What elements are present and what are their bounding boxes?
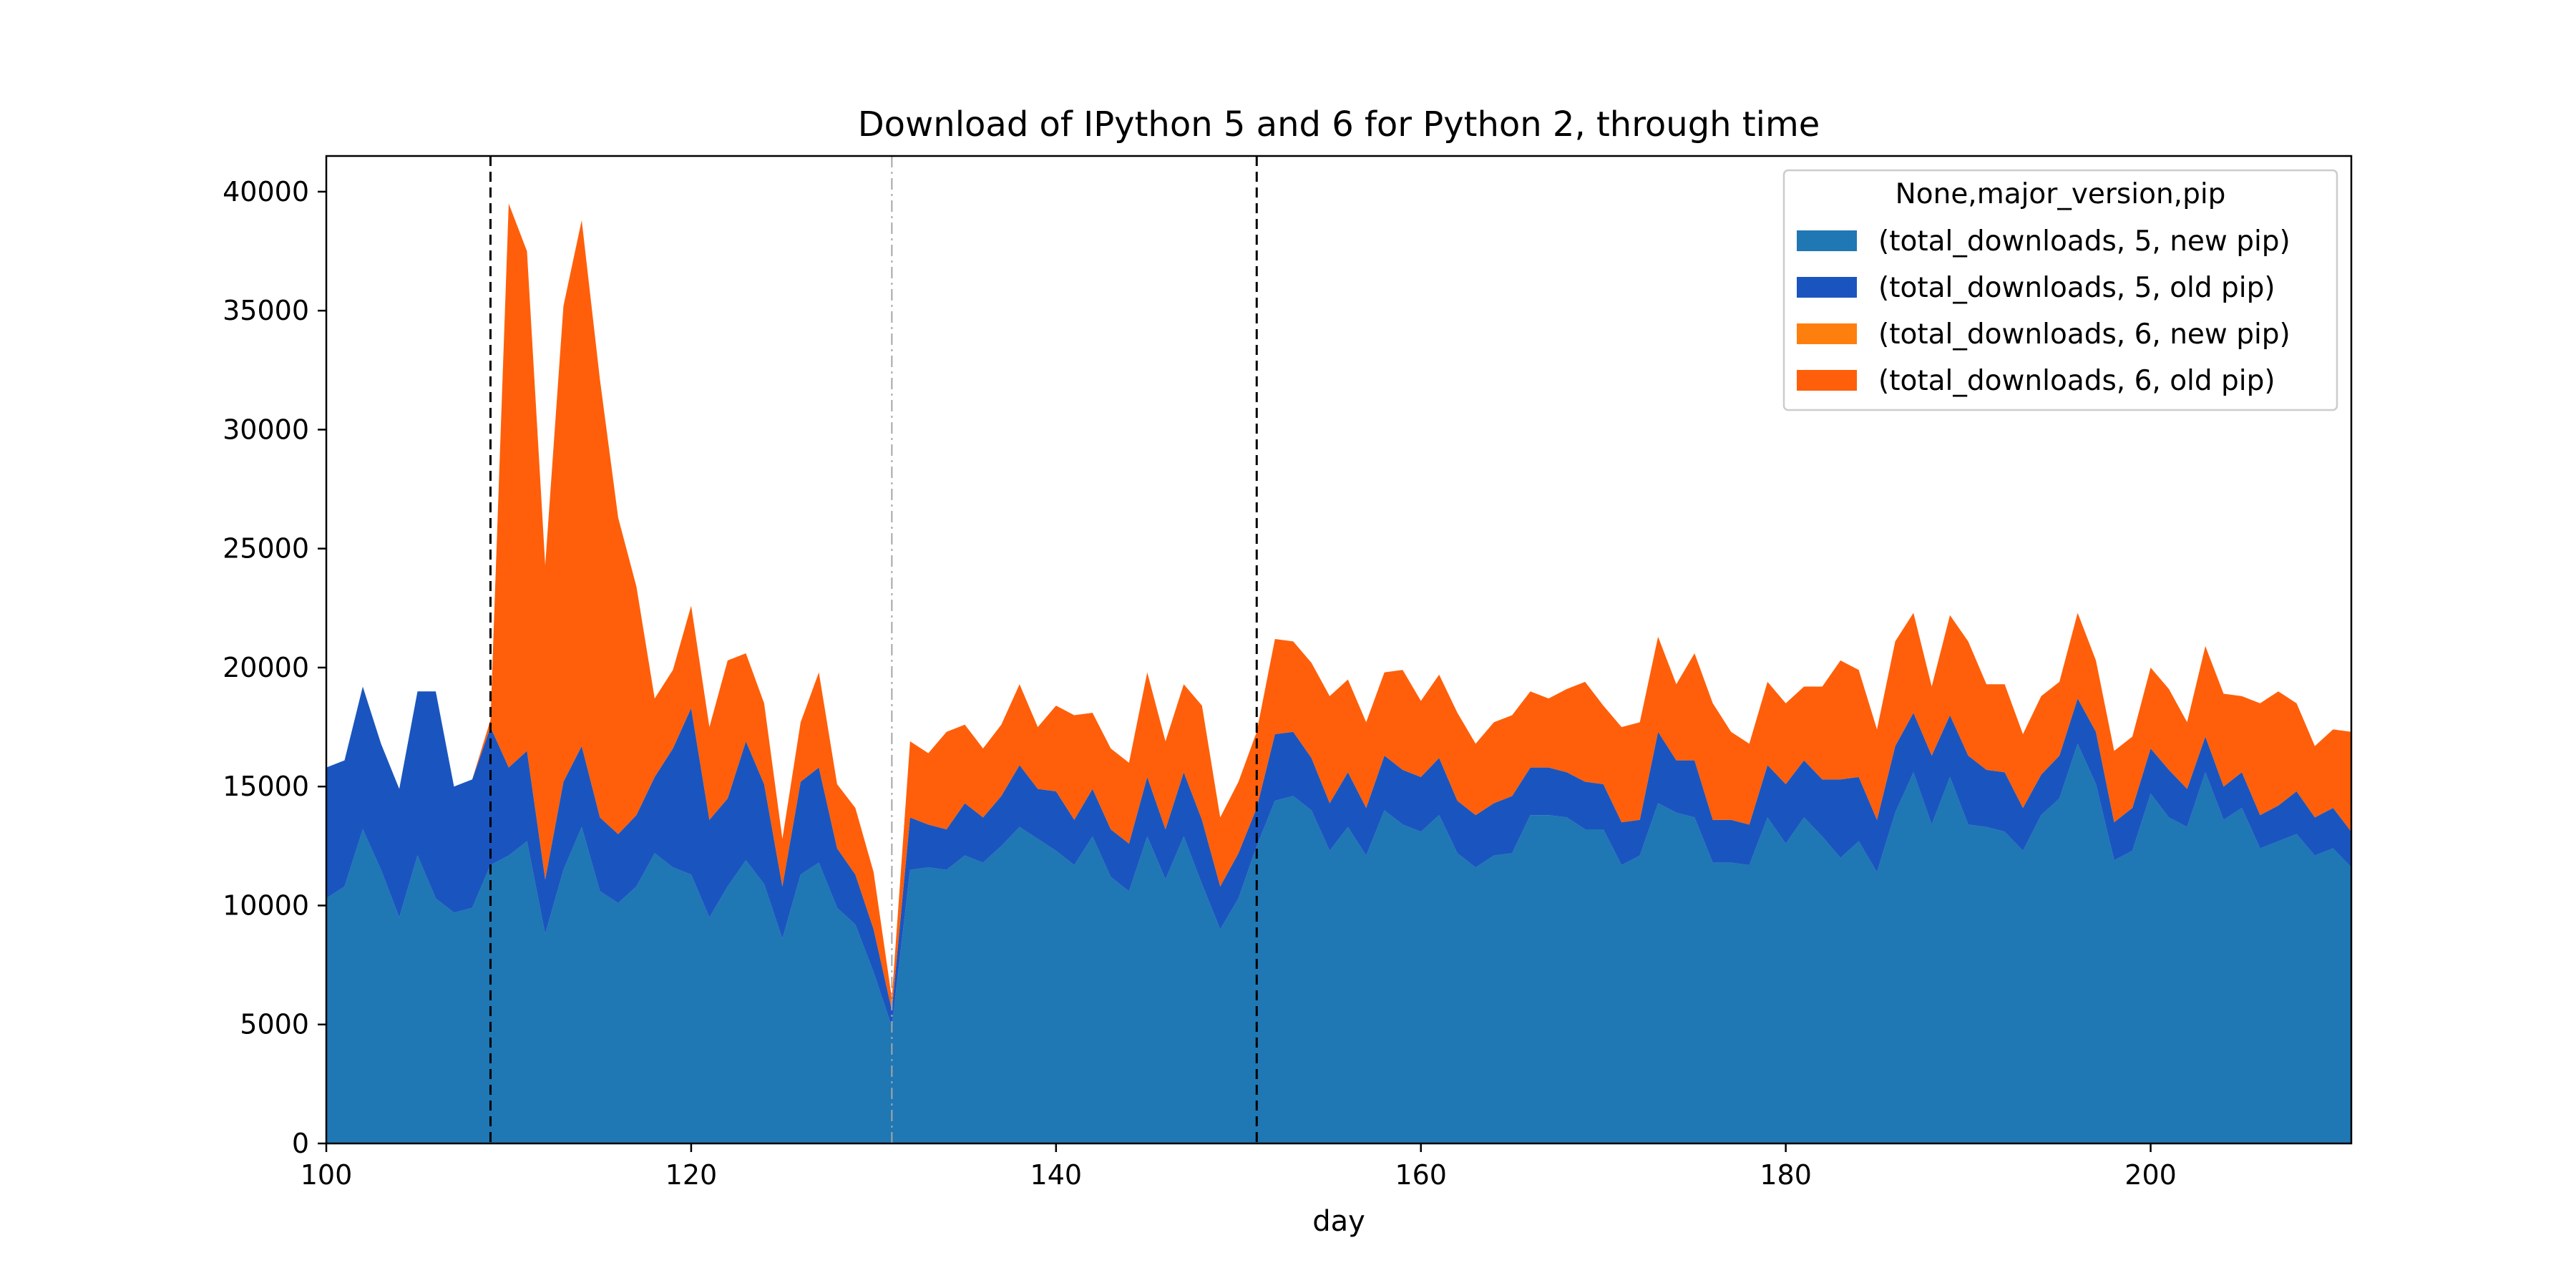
plot-area [325,155,2353,1145]
plot-frame [325,155,2353,1145]
chart-title: Download of IPython 5 and 6 for Python 2… [858,104,1820,145]
area-series-1 [326,686,2351,1028]
y-tick-label: 5000 [240,1009,309,1040]
x-tick-label: 180 [1760,1159,1812,1191]
y-tick-label: 0 [292,1128,309,1159]
legend-entry: (total_downloads, 6, new pip) [1878,318,2290,351]
x-tick-label: 200 [2124,1159,2177,1191]
y-tick-label: 40000 [223,176,309,208]
x-tick-label: 120 [665,1159,718,1191]
x-tick-label: 100 [301,1159,353,1191]
legend-entry: (total_downloads, 5, new pip) [1878,225,2290,258]
legend: None,major_version,pip (total_downloads, … [1782,169,2338,411]
area-series-3 [326,203,2351,1010]
y-tick-label: 25000 [223,533,309,565]
x-axis-label: day [1312,1205,1365,1238]
y-tick-label: 35000 [223,295,309,326]
legend-swatch [1797,370,1857,391]
y-tick-label: 30000 [223,414,309,445]
series-areas [326,203,2351,1143]
legend-entry: (total_downloads, 6, old pip) [1878,365,2275,397]
legend-swatch [1797,323,1857,344]
x-axis: 100 120 140 160 180 200 [301,1143,2177,1191]
legend-swatch [1797,230,1857,251]
x-tick-label: 140 [1030,1159,1083,1191]
legend-box [1782,169,2338,411]
y-tick-label: 20000 [223,652,309,683]
y-axis: 0 5000 10000 15000 20000 25000 30000 35000 40000 [223,176,326,1159]
area-series-0 [326,743,2351,1143]
y-tick-label: 10000 [223,889,309,921]
y-tick-label: 15000 [223,771,309,802]
reference-lines [489,156,1258,1143]
legend-entry: (total_downloads, 5, old pip) [1878,272,2275,304]
legend-title: None,major_version,pip [1896,178,2226,210]
x-tick-label: 160 [1395,1159,1447,1191]
legend-swatch [1797,277,1857,298]
